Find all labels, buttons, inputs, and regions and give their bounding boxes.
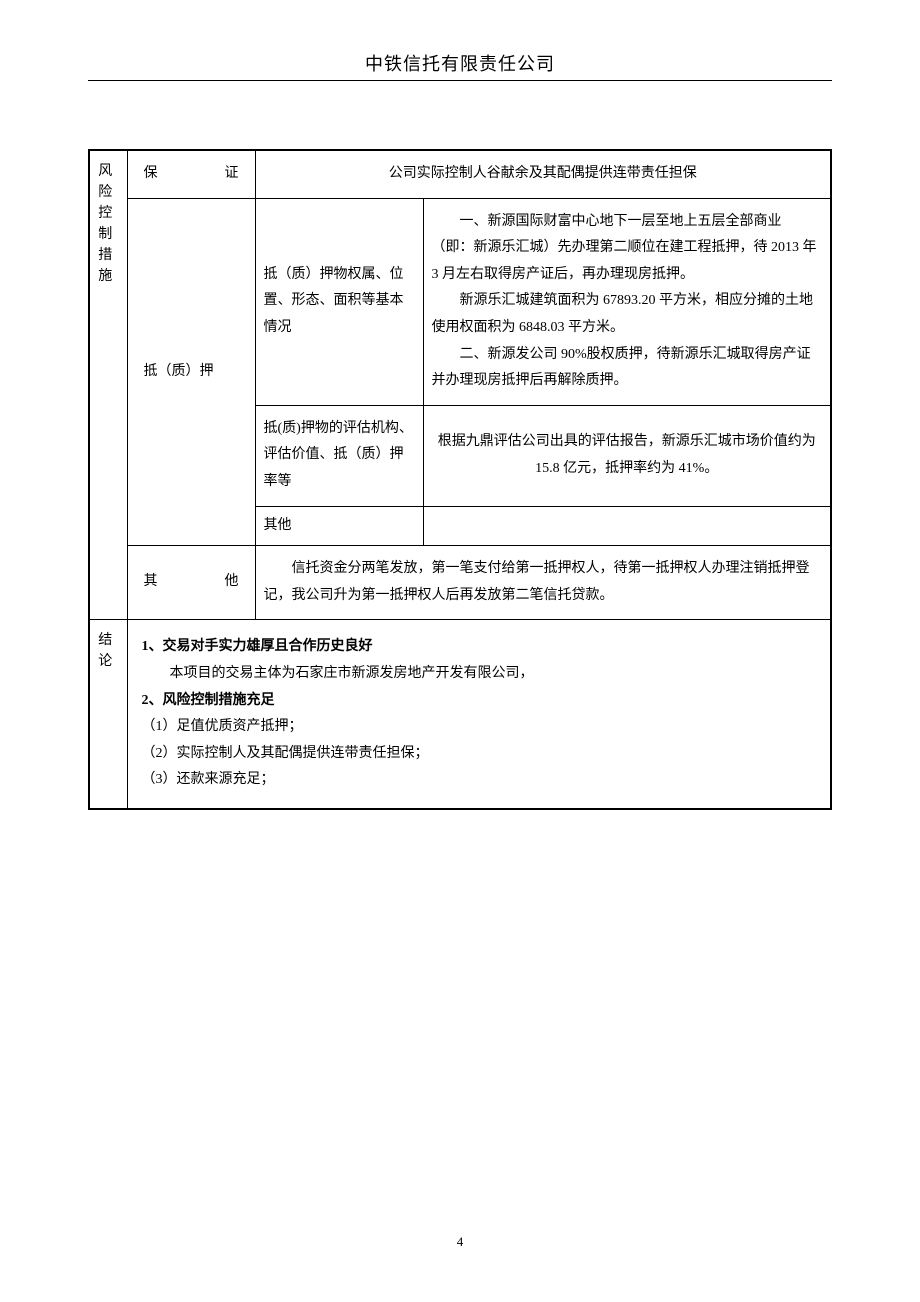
company-name: 中铁信托有限责任公司: [88, 50, 832, 76]
row-pledge-1: 抵（质）押 抵（质）押物权属、位置、形态、面积等基本情况 一、新源国际财富中心地…: [89, 198, 831, 405]
header-rule: [88, 80, 832, 81]
pledge-sub1-p1: 一、新源国际财富中心地下一层至地上五层全部商业（即：新源乐汇城）先办理第二顺位在…: [432, 209, 823, 289]
document-page: 中铁信托有限责任公司 风险控制措施 保 证 公司实际控制人谷献余及其配偶提供连带…: [0, 0, 920, 1302]
page-header: 中铁信托有限责任公司: [88, 50, 832, 81]
cell-pledge-sub2-label: 抵(质)押物的评估机构、评估价值、抵（质）押率等: [255, 405, 423, 506]
cell-other-label: 其 他: [127, 546, 255, 620]
page-number: 4: [0, 1234, 920, 1250]
section-label-conclusion: 结论: [89, 620, 127, 809]
section-label-risk: 风险控制措施: [89, 150, 127, 620]
cell-pledge-label: 抵（质）押: [127, 198, 255, 546]
cell-other-content: 信托资金分两笔发放，第一笔支付给第一抵押权人，待第一抵押权人办理注销抵押登记，我…: [255, 546, 831, 620]
cell-pledge-sub3-label: 其他: [255, 506, 423, 546]
row-conclusion: 结论 1、交易对手实力雄厚且合作历史良好 本项目的交易主体为石家庄市新源发房地产…: [89, 620, 831, 809]
cell-pledge-sub3-content: [423, 506, 831, 546]
conclusion-item2: （2）实际控制人及其配偶提供连带责任担保；: [142, 741, 817, 768]
pledge-sub1-p2: 新源乐汇城建筑面积为 67893.20 平方米，相应分摊的土地使用权面积为 68…: [432, 288, 823, 341]
cell-guarantee-label: 保 证: [127, 150, 255, 198]
cell-conclusion-content: 1、交易对手实力雄厚且合作历史良好 本项目的交易主体为石家庄市新源发房地产开发有…: [127, 620, 831, 809]
cell-guarantee-content: 公司实际控制人谷献余及其配偶提供连带责任担保: [255, 150, 831, 198]
conclusion-p1: 本项目的交易主体为石家庄市新源发房地产开发有限公司，: [142, 661, 817, 688]
row-guarantee: 风险控制措施 保 证 公司实际控制人谷献余及其配偶提供连带责任担保: [89, 150, 831, 198]
cell-pledge-sub1-label: 抵（质）押物权属、位置、形态、面积等基本情况: [255, 198, 423, 405]
pledge-sub1-p3: 二、新源发公司 90%股权质押，待新源乐汇城取得房产证并办理现房抵押后再解除质押…: [432, 342, 823, 395]
conclusion-item3: （3）还款来源充足；: [142, 767, 817, 794]
conclusion-item1: （1）足值优质资产抵押；: [142, 714, 817, 741]
cell-pledge-sub2-content: 根据九鼎评估公司出具的评估报告，新源乐汇城市场价值约为 15.8 亿元，抵押率约…: [423, 405, 831, 506]
row-other: 其 他 信托资金分两笔发放，第一笔支付给第一抵押权人，待第一抵押权人办理注销抵押…: [89, 546, 831, 620]
cell-pledge-sub1-content: 一、新源国际财富中心地下一层至地上五层全部商业（即：新源乐汇城）先办理第二顺位在…: [423, 198, 831, 405]
conclusion-h1: 1、交易对手实力雄厚且合作历史良好: [142, 634, 817, 661]
risk-table: 风险控制措施 保 证 公司实际控制人谷献余及其配偶提供连带责任担保 抵（质）押 …: [88, 149, 832, 810]
conclusion-h2: 2、风险控制措施充足: [142, 688, 817, 715]
